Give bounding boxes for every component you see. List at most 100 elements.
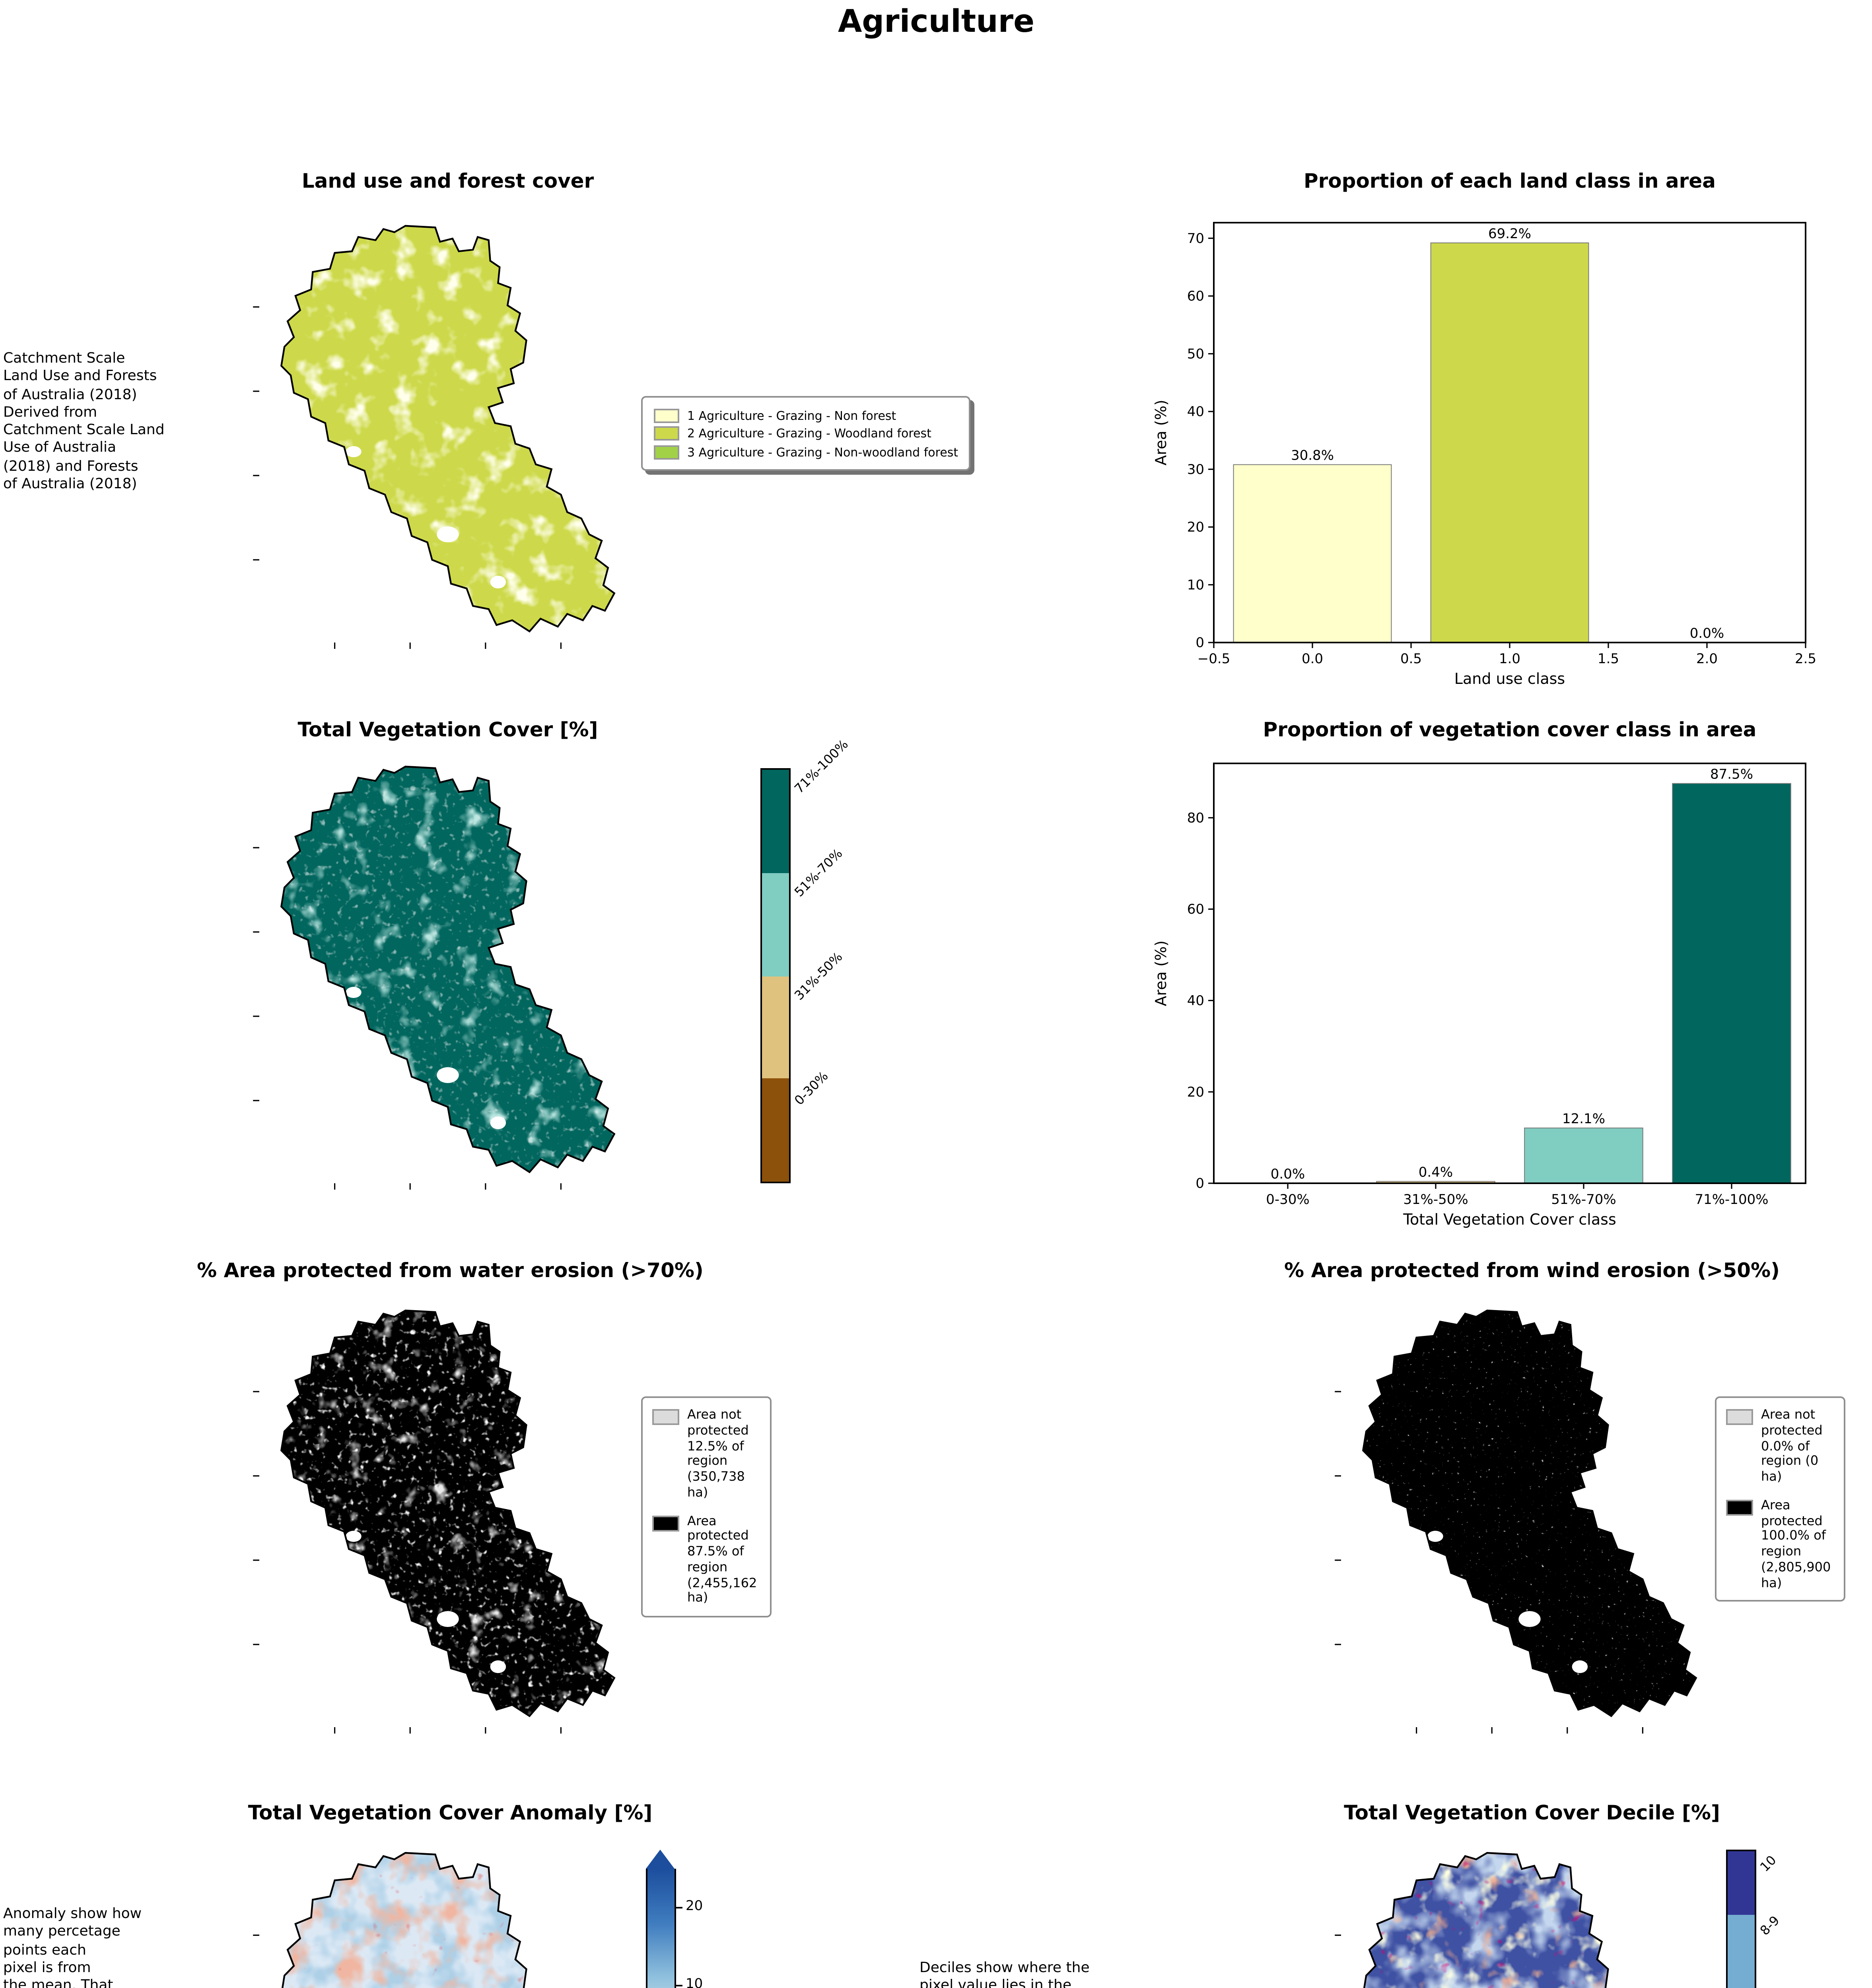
x-tick-label: 31%-50% [1403,1192,1468,1208]
colorbar-label: 8-9 [1757,1913,1783,1938]
bar-label: 12.1% [1562,1111,1605,1127]
landuse-class1-label: 1 Agriculture - Grazing - Non forest [687,408,896,422]
landclass-chart-title: Proportion of each land class in area [1304,169,1716,192]
bar [1233,464,1392,643]
colorbar-label: 0-30% [792,1069,831,1108]
landuse-class1-swatch [654,408,679,422]
colorbar-segment [762,873,789,976]
protected-label: Area protected 100.0% of region (2,805,9… [1761,1498,1831,1590]
legend-entry: Area protected 87.5% of region (2,455,16… [652,1513,760,1606]
colorbar-segment [762,770,789,873]
y-tick-label: 80 [1187,810,1204,826]
bar-label: 0.0% [1690,625,1724,641]
axes-frame [1213,763,1806,1184]
legend-entry: Area protected 100.0% of region (2,805,9… [1726,1498,1834,1591]
bar-label: 87.5% [1710,767,1753,782]
y-tick-label: 20 [1187,1084,1204,1100]
water-erosion-legend: Area not protected 12.5% of region (350,… [641,1396,772,1617]
bar [1430,242,1589,643]
colorbar-gradient [646,1869,676,1988]
colorbar-segment [1728,1914,1755,1988]
vegcover-bar-chart: 0.0% 0.4% 12.1% 87.5% 0 20 40 60 80 0-30% 31%-50% 5… [1152,763,1806,1228]
x-tick-label: 0-30% [1266,1192,1309,1208]
x-tick-label: −0.5 [1197,651,1231,667]
colorbar-tick [676,1907,682,1908]
decile-map [1334,1850,1718,1988]
landuse-legend: 1 Agriculture - Grazing - Non forest 2 A… [641,396,971,471]
wind-erosion-map [1334,1307,1718,1734]
legend-row: 3 Agriculture - Grazing - Non-woodland f… [654,445,958,459]
y-tick-label: 20 [1187,519,1204,535]
protected-swatch [652,1515,679,1531]
y-tick-label: 70 [1187,231,1204,247]
y-axis-label: Area (%) [1152,400,1170,465]
y-tick-label: 50 [1187,346,1204,362]
vegcover-map [252,763,636,1190]
vegcover-map-title: Total Vegetation Cover [%] [297,717,598,741]
y-tick-label: 30 [1187,462,1204,478]
y-tick-label: 0 [1196,1176,1204,1192]
landclass-bar-chart: 30.8% 69.2% 0.0% 0 10 20 30 40 50 60 70 −0.5 0.0 0.5 1… [1152,222,1816,687]
not-protected-label: Area not protected 0.0% of region (0 ha) [1761,1408,1823,1484]
colorbar-segment [1728,1851,1755,1914]
colorbar-tick [676,1985,682,1986]
landuse-class3-label: 3 Agriculture - Grazing - Non-woodland f… [687,445,958,459]
anomaly-title: Total Vegetation Cover Anomaly [%] [248,1800,653,1824]
y-tick-label: 60 [1187,901,1204,917]
wind-erosion-title: % Area protected from wind erosion (>50%… [1284,1258,1780,1282]
landuse-map [252,223,636,650]
x-axis-label: Land use class [1454,670,1565,687]
anomaly-map [252,1850,636,1988]
landuse-map-title: Land use and forest cover [301,169,594,192]
page-title: Agriculture [838,3,1035,40]
x-tick-label: 2.5 [1795,651,1816,667]
colorbar-label: 10 [1757,1853,1779,1875]
anomaly-colorbar: 20 10 0 −10 −20 [646,1850,741,1988]
colorbar-arrow-up [646,1850,675,1869]
vegcover-chart-title: Proportion of vegetation cover class in … [1263,717,1757,741]
y-tick-label: 0 [1196,635,1204,651]
colorbar-label: 31%-50% [792,949,846,1003]
bar-label: 0.4% [1419,1164,1453,1180]
protected-swatch [1726,1499,1753,1515]
y-tick-label: 10 [1187,577,1204,593]
x-tick-label: 1.5 [1598,651,1619,667]
y-tick-label: 40 [1187,993,1204,1009]
protected-label: Area protected 87.5% of region (2,455,16… [687,1513,757,1605]
decile-colorbar: 10 8-9 4-7 2-3 1 [1726,1850,1821,1988]
bar-label: 30.8% [1291,448,1334,464]
x-tick-label: 1.0 [1499,651,1520,667]
y-axis-label: Area (%) [1152,940,1170,1006]
legend-row: 2 Agriculture - Grazing - Woodland fores… [654,426,958,441]
legend-entry: Area not protected 0.0% of region (0 ha) [1726,1408,1834,1485]
landuse-class2-label: 2 Agriculture - Grazing - Woodland fores… [687,426,931,441]
x-tick-label: 0.5 [1400,651,1422,667]
decile-caption: Deciles show where the pixel value lies … [919,1961,1090,1988]
water-erosion-title: % Area protected from water erosion (>70… [197,1258,704,1282]
bar [1672,783,1791,1184]
bar-label: 0.0% [1271,1166,1305,1182]
colorbar-segment [762,976,789,1079]
not-protected-swatch [652,1409,679,1425]
decile-title: Total Vegetation Cover Decile [%] [1344,1800,1720,1824]
bar-label: 69.2% [1488,226,1531,242]
vegcover-colorbar: 71%-100% 51%-70% 31%-50% 0-30% [760,737,880,1183]
not-protected-label: Area not protected 12.5% of region (350,… [687,1408,749,1499]
not-protected-swatch [1726,1409,1753,1425]
y-tick-label: 40 [1187,404,1204,420]
x-tick-label: 0.0 [1302,651,1323,667]
colorbar-tick-label: 10 [686,1977,703,1988]
colorbar-label: 71%-100% [792,737,851,796]
bar [1524,1127,1643,1184]
colorbar-label: 51%-70% [792,846,846,900]
x-axis-label: Total Vegetation Cover class [1403,1211,1616,1228]
anomaly-caption: Anomaly show how many percetage points e… [3,1907,142,1988]
colorbar-tick-label: 20 [686,1899,703,1915]
water-erosion-map [252,1307,636,1734]
x-tick-label: 51%-70% [1551,1192,1616,1208]
landuse-class3-swatch [654,445,679,459]
landuse-class2-swatch [654,426,679,441]
landuse-caption: Catchment Scale Land Use and Forests of … [3,351,165,493]
wind-erosion-legend: Area not protected 0.0% of region (0 ha)… [1715,1396,1845,1602]
